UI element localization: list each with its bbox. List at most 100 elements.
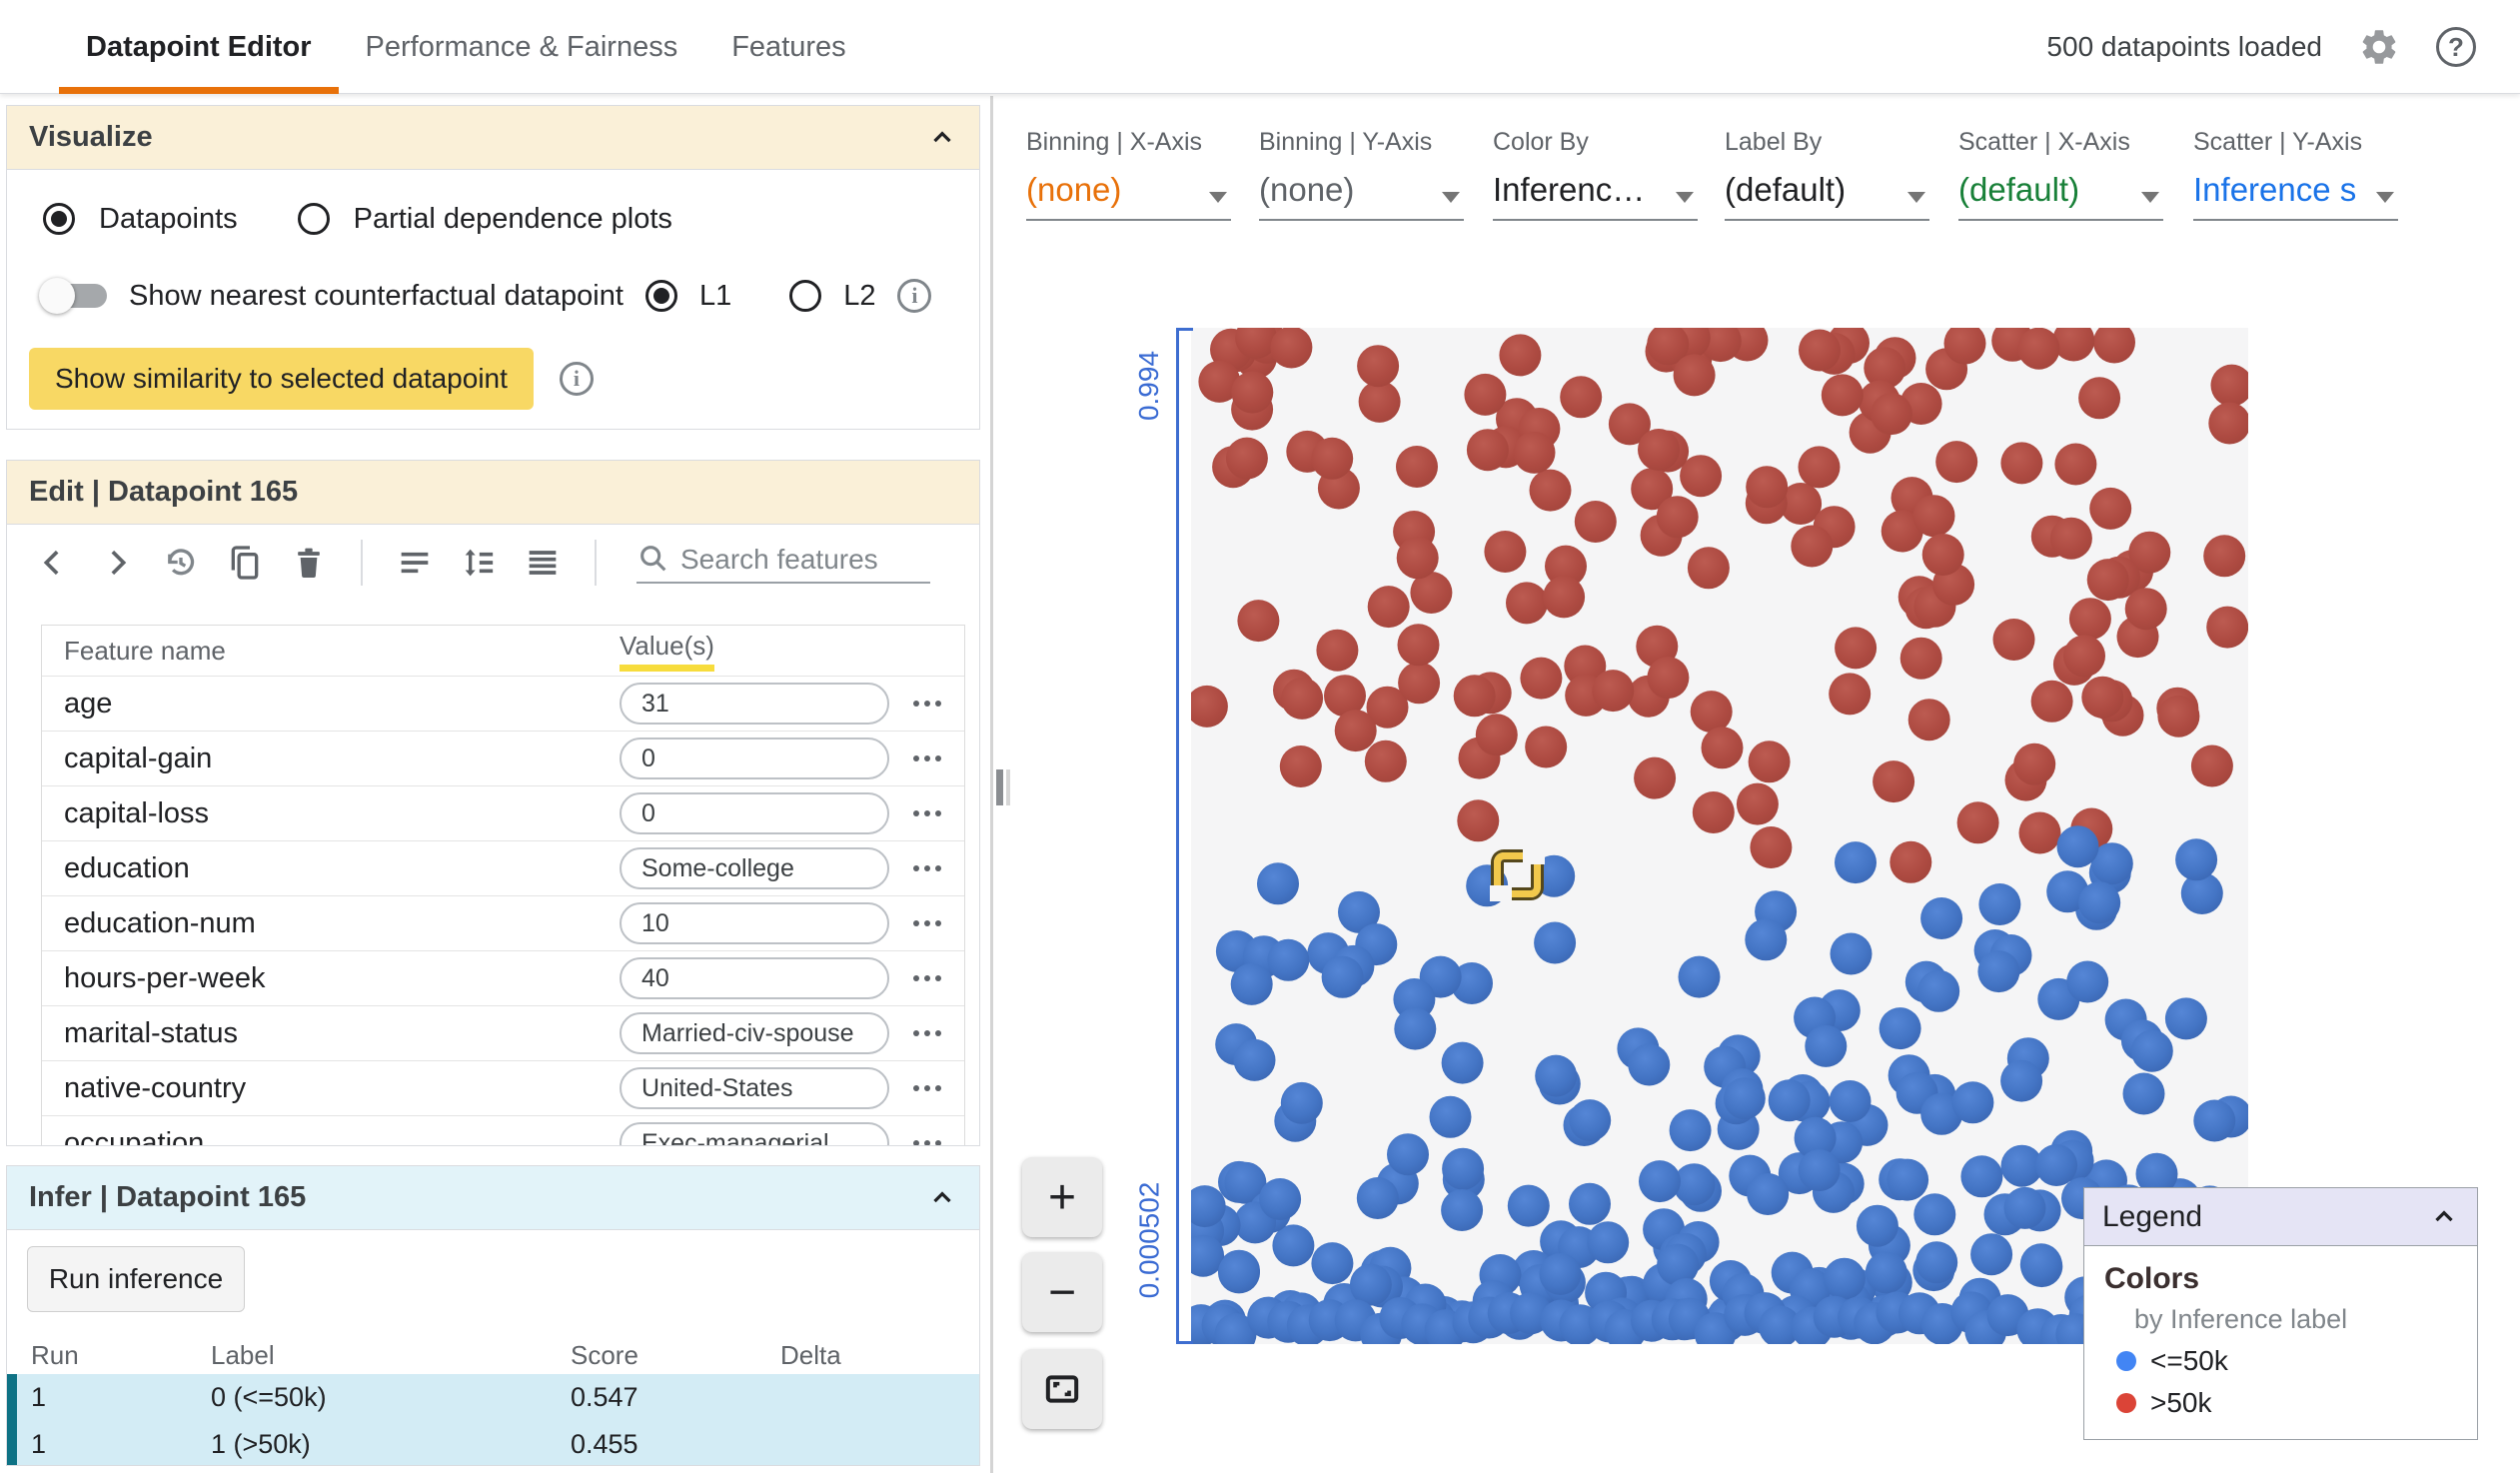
binning-y-axis-select[interactable]: (none) bbox=[1259, 169, 1464, 221]
feature-overflow-menu-icon[interactable] bbox=[907, 1134, 947, 1145]
feature-overflow-menu-icon[interactable] bbox=[907, 859, 947, 877]
tab-datapoint-editor[interactable]: Datapoint Editor bbox=[59, 0, 339, 94]
collapse-caret-icon[interactable] bbox=[927, 1183, 957, 1213]
feature-value-input[interactable] bbox=[620, 957, 889, 999]
color-by-control: Color By Inferenc… bbox=[1493, 128, 1698, 221]
feature-value-input[interactable] bbox=[620, 1122, 889, 1145]
legend-subtitle: by Inference label bbox=[2134, 1304, 2348, 1334]
feature-overflow-menu-icon[interactable] bbox=[907, 914, 947, 932]
next-datapoint-icon[interactable] bbox=[97, 543, 137, 583]
feature-value-input[interactable] bbox=[620, 683, 889, 725]
feature-overflow-menu-icon[interactable] bbox=[907, 804, 947, 822]
splitter-drag-handle[interactable] bbox=[996, 769, 1010, 805]
control-label: Scatter | X-Axis bbox=[1958, 128, 2130, 156]
show-similarity-button[interactable]: Show similarity to selected datapoint bbox=[29, 348, 534, 410]
tab-performance-fairness[interactable]: Performance & Fairness bbox=[365, 31, 678, 63]
feature-row-age: age bbox=[42, 676, 964, 731]
restore-history-icon[interactable] bbox=[161, 543, 201, 583]
scatterplot-canvas[interactable] bbox=[1180, 317, 2253, 1356]
feature-value-input[interactable] bbox=[620, 902, 889, 944]
feature-row-capital-gain: capital-gain bbox=[42, 731, 964, 785]
edit-toolbar bbox=[7, 525, 979, 601]
datapoints-loaded-status: 500 datapoints loaded bbox=[2046, 31, 2322, 62]
duplicate-datapoint-icon[interactable] bbox=[225, 543, 265, 583]
dropdown-arrow-icon bbox=[1907, 192, 1925, 203]
search-features-input[interactable] bbox=[680, 544, 930, 576]
scatter-x-axis-select[interactable]: (default) bbox=[1958, 169, 2163, 221]
feature-overflow-menu-icon[interactable] bbox=[907, 969, 947, 987]
dropdown-arrow-icon bbox=[1676, 192, 1694, 203]
feature-overflow-menu-icon[interactable] bbox=[907, 1079, 947, 1097]
score-cell: 0.547 bbox=[571, 1382, 638, 1412]
feature-overflow-menu-icon[interactable] bbox=[907, 1024, 947, 1042]
y-axis-bottom-tick bbox=[1176, 1341, 1193, 1344]
feature-value-input[interactable] bbox=[620, 1067, 889, 1109]
legend-item-gt50k: >50k bbox=[2116, 1387, 2457, 1419]
binning-x-axis-control: Binning | X-Axis (none) bbox=[1026, 128, 1231, 221]
feature-row-marital-status: marital-status bbox=[42, 1005, 964, 1060]
zoom-in-button[interactable]: + bbox=[1022, 1157, 1102, 1237]
edit-datapoint-panel: Edit | Datapoint 165 bbox=[6, 460, 980, 1146]
legend-colors-heading: Colors bbox=[2104, 1262, 2200, 1295]
binning-y-axis-control: Binning | Y-Axis (none) bbox=[1259, 128, 1464, 221]
feature-value-input[interactable] bbox=[620, 1012, 889, 1054]
selected-datapoint-marker[interactable] bbox=[1490, 848, 1545, 901]
color-by-select[interactable]: Inferenc… bbox=[1493, 169, 1698, 221]
feature-name: capital-loss bbox=[64, 796, 210, 829]
score-cell: 0.455 bbox=[571, 1429, 638, 1459]
feature-value-input[interactable] bbox=[620, 847, 889, 889]
infer-header: Infer | Datapoint 165 bbox=[7, 1166, 979, 1230]
dropdown-arrow-icon bbox=[1209, 192, 1227, 203]
feature-name: occupation bbox=[64, 1126, 205, 1146]
counterfactual-toggle-label: Show nearest counterfactual datapoint bbox=[129, 279, 624, 312]
run-cell: 1 bbox=[31, 1382, 47, 1412]
panel-divider bbox=[990, 96, 993, 1473]
counterfactual-toggle[interactable] bbox=[39, 278, 107, 314]
fit-screen-icon bbox=[1045, 1375, 1079, 1403]
legend-panel: Legend Colors by Inference label <=50k >… bbox=[2083, 1187, 2478, 1440]
fit-to-screen-button[interactable] bbox=[1022, 1349, 1102, 1429]
scatter-y-axis-select[interactable]: Inference s bbox=[2193, 169, 2398, 221]
zoom-out-button[interactable]: − bbox=[1022, 1252, 1102, 1332]
search-features-box bbox=[636, 542, 930, 584]
similarity-info-icon[interactable] bbox=[559, 362, 594, 396]
previous-datapoint-icon[interactable] bbox=[33, 543, 73, 583]
visualize-panel: Visualize Datapoints Partial dependence … bbox=[6, 105, 980, 430]
collapse-caret-icon[interactable] bbox=[2429, 1202, 2459, 1232]
run-inference-button[interactable]: Run inference bbox=[27, 1246, 245, 1312]
line-spacing-icon[interactable] bbox=[459, 543, 499, 583]
feature-row-capital-loss: capital-loss bbox=[42, 785, 964, 840]
infer-title: Infer | Datapoint 165 bbox=[29, 1181, 307, 1213]
feature-value-input[interactable] bbox=[620, 792, 889, 834]
feature-overflow-menu-icon[interactable] bbox=[907, 695, 947, 713]
l2-radio[interactable] bbox=[789, 280, 822, 312]
label-by-select[interactable]: (default) bbox=[1725, 169, 1929, 221]
feature-overflow-menu-icon[interactable] bbox=[907, 749, 947, 767]
partial-dependence-radio[interactable] bbox=[297, 203, 330, 235]
l1-radio[interactable] bbox=[644, 280, 677, 312]
y-axis-min-label: 0.000502 bbox=[1133, 1181, 1165, 1299]
reorder-dense-icon[interactable] bbox=[523, 543, 563, 583]
legend-title: Legend bbox=[2102, 1199, 2203, 1233]
label-cell: 0 (<=50k) bbox=[211, 1382, 327, 1412]
label-column-header: Label bbox=[211, 1339, 275, 1370]
help-icon[interactable]: ? bbox=[2436, 27, 2476, 67]
feature-value-input[interactable] bbox=[620, 737, 889, 779]
l1-radio-label: L1 bbox=[698, 279, 732, 312]
feature-row-education-num: education-num bbox=[42, 895, 964, 950]
notes-view-icon[interactable] bbox=[395, 543, 435, 583]
feature-row-education: education bbox=[42, 840, 964, 895]
settings-gear-icon[interactable] bbox=[2358, 26, 2400, 68]
tab-features[interactable]: Features bbox=[731, 31, 846, 63]
values-column-header[interactable]: Value(s) bbox=[620, 631, 714, 672]
collapse-caret-icon[interactable] bbox=[927, 123, 957, 153]
delete-datapoint-icon[interactable] bbox=[289, 543, 329, 583]
score-column-header: Score bbox=[571, 1339, 638, 1370]
infer-panel: Infer | Datapoint 165 Run inference Run … bbox=[6, 1165, 980, 1466]
counterfactual-info-icon[interactable] bbox=[897, 279, 932, 313]
datapoints-radio-label: Datapoints bbox=[99, 202, 238, 235]
dropdown-arrow-icon bbox=[1442, 192, 1460, 203]
nav-tabs: Datapoint Editor Performance & Fairness … bbox=[59, 0, 873, 94]
binning-x-axis-select[interactable]: (none) bbox=[1026, 169, 1231, 221]
datapoints-radio[interactable] bbox=[43, 203, 75, 235]
